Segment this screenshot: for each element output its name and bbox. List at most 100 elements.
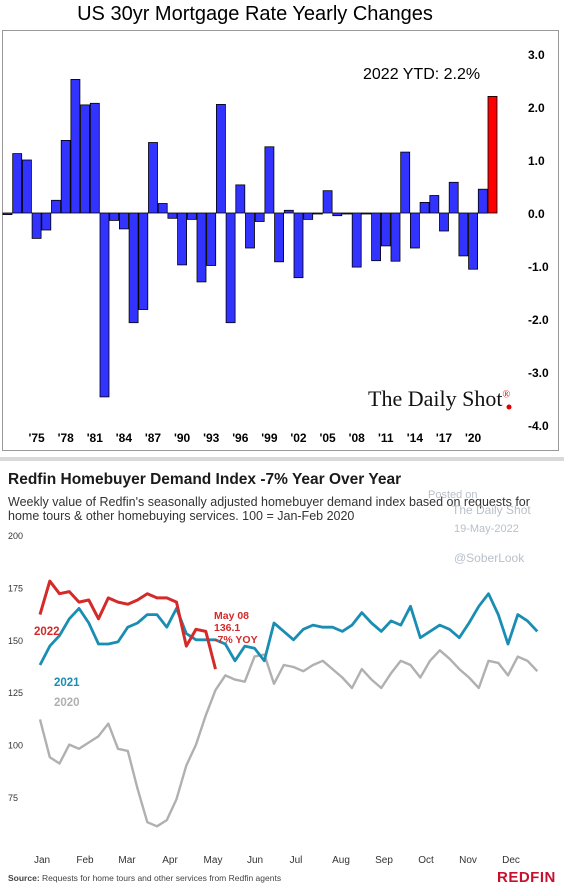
- bar: [293, 212, 304, 279]
- y-tick-label: 175: [8, 583, 23, 593]
- y-tick-label: 0.0: [528, 207, 545, 221]
- x-tick-label: Dec: [502, 855, 520, 866]
- bar: [342, 212, 352, 215]
- bar: [458, 212, 469, 257]
- bar: [322, 190, 333, 214]
- series-line-2020: [38, 649, 539, 828]
- bar: [99, 212, 110, 398]
- bar: [235, 184, 246, 214]
- logo-dot-icon: ®: [502, 389, 511, 401]
- bar: [400, 151, 411, 214]
- x-tick-label: '93: [203, 431, 220, 445]
- callout-line: -7% YOY: [214, 634, 258, 646]
- bar: [80, 104, 90, 214]
- x-tick-label: '78: [58, 431, 75, 445]
- bar: [429, 195, 440, 214]
- series-label-2022: 2022: [34, 626, 60, 638]
- bar: [274, 212, 285, 263]
- bar: [138, 212, 149, 310]
- bar: [225, 212, 236, 324]
- logo-text: The Daily Shot: [368, 386, 503, 411]
- series-label-2020: 2020: [54, 697, 80, 709]
- mortgage-rate-panel: US 30yr Mortgage Rate Yearly Changes 3.0…: [2, 3, 559, 451]
- callout-line: May 08: [214, 610, 249, 622]
- x-tick-label: '02: [290, 431, 307, 445]
- x-tick-label: '14: [407, 431, 424, 445]
- bar: [468, 212, 479, 270]
- bar: [351, 212, 362, 268]
- x-tick-label: '96: [232, 431, 249, 445]
- bar: [89, 102, 100, 214]
- x-tick-label: '11: [378, 431, 394, 445]
- x-tick-label: Sep: [375, 855, 393, 866]
- y-tick-label: -1.0: [528, 260, 549, 274]
- logo-red-dot: [506, 404, 512, 410]
- bar: [254, 212, 265, 222]
- bar: [109, 212, 120, 221]
- bar: [215, 104, 226, 214]
- x-tick-label: '87: [145, 431, 162, 445]
- bar: [439, 212, 449, 232]
- bar: [167, 212, 178, 219]
- y-tick-label: 100: [8, 741, 23, 751]
- bar: [196, 212, 207, 283]
- y-tick-label: 1.0: [528, 154, 545, 168]
- x-tick-label: '08: [349, 431, 366, 445]
- bar: [128, 212, 139, 324]
- x-tick-label: '99: [261, 431, 278, 445]
- chart-title-2: Redfin Homebuyer Demand Index -7% Year O…: [8, 471, 402, 488]
- bar-chart: 3.0 2.0 1.0 0.0 -1.0 -2.0 -3.0 -4.0 '75 '78 '81 '84…: [2, 48, 549, 445]
- x-tick-label: Jan: [34, 855, 50, 866]
- ytd-annotation: 2022 YTD: 2.2%: [363, 66, 481, 83]
- bar: [177, 212, 188, 266]
- source-note: Source: Requests for home tours and othe…: [8, 873, 281, 883]
- watermark-posted: Posted on: [428, 489, 478, 501]
- x-tick-label: Nov: [459, 855, 477, 866]
- bar: [361, 212, 372, 215]
- x-tick-label: Aug: [332, 855, 350, 866]
- x-tick-label: Oct: [418, 855, 434, 866]
- x-tick-label: '84: [116, 431, 133, 445]
- x-tick-label: '75: [28, 431, 45, 445]
- bar: [409, 212, 420, 249]
- bar: [477, 188, 488, 214]
- watermark-handle: @SoberLook: [454, 551, 525, 565]
- bar: [312, 212, 323, 215]
- bar: [186, 212, 197, 220]
- y-tick-label: 2.0: [528, 101, 545, 115]
- x-tick-label: Jul: [290, 855, 303, 866]
- series-label-2021: 2021: [54, 677, 80, 689]
- redfin-demand-panel: Redfin Homebuyer Demand Index -7% Year O…: [0, 465, 564, 893]
- bar: [119, 212, 129, 230]
- bar: [21, 159, 32, 214]
- bar: [51, 199, 61, 214]
- chart-frame: [2, 30, 559, 451]
- x-tick-label: '90: [174, 431, 191, 445]
- bar: [245, 212, 255, 249]
- x-tick-label: Apr: [162, 855, 178, 866]
- y-tick-label: 125: [8, 688, 23, 698]
- bar: [206, 212, 217, 266]
- y-tick-label: -3.0: [528, 366, 549, 380]
- bar: [303, 212, 314, 220]
- x-tick-label: May: [204, 855, 223, 866]
- bar: [283, 209, 294, 214]
- callout-line: 136.1: [214, 622, 240, 634]
- y-tick-label: -2.0: [528, 313, 549, 327]
- series-line-2021: [38, 592, 539, 666]
- source-label: Source:: [8, 873, 40, 883]
- x-tick-label: '81: [87, 431, 104, 445]
- y-tick-label: -4.0: [528, 419, 549, 433]
- bar: [12, 153, 23, 214]
- bar: [70, 79, 81, 214]
- bar: [487, 96, 498, 214]
- bar: [371, 212, 382, 262]
- bar: [60, 139, 71, 214]
- panel-divider: [0, 457, 564, 461]
- watermark-dailyshot: The Daily Shot: [452, 503, 531, 517]
- chart-title: US 30yr Mortgage Rate Yearly Changes: [77, 3, 433, 25]
- y-tick-label: 150: [8, 636, 23, 646]
- bar: [2, 212, 13, 216]
- x-tick-label: Mar: [118, 855, 136, 866]
- bar: [380, 212, 391, 247]
